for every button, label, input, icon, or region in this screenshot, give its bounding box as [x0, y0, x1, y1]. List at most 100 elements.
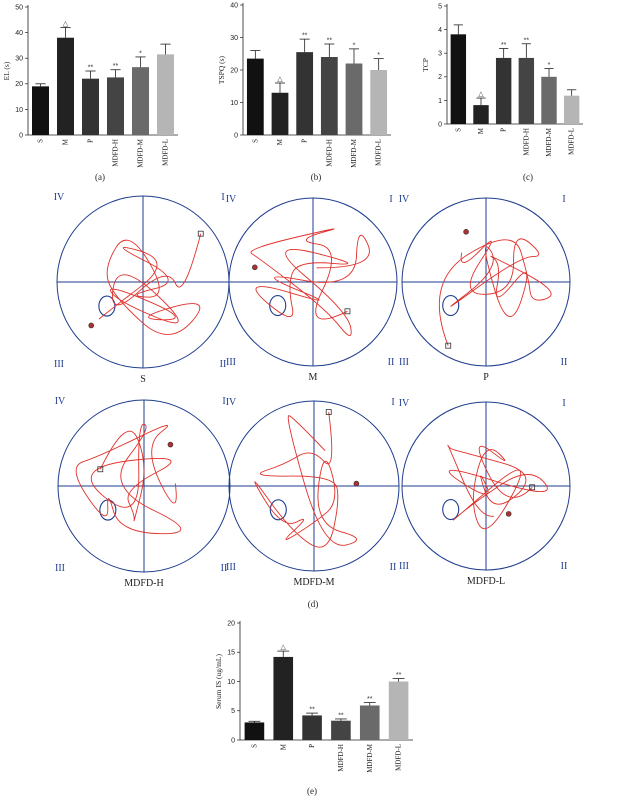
category-label: S	[454, 128, 462, 132]
end-marker	[353, 480, 360, 487]
swim-path	[447, 444, 548, 530]
end-marker	[463, 229, 469, 235]
bar	[246, 58, 264, 135]
start-marker	[197, 230, 204, 237]
significance-mark: **	[524, 37, 530, 44]
y-tick-label: 20	[15, 81, 23, 88]
category-label: S	[251, 139, 259, 143]
significance-mark: **	[113, 63, 119, 70]
maze-group-label: MDFD-H	[124, 578, 163, 589]
panel-caption: (b)	[311, 172, 322, 182]
category-label: P	[308, 744, 316, 748]
quadrant-label: I	[221, 192, 224, 203]
bar	[495, 57, 512, 124]
start-marker	[529, 484, 536, 491]
end-marker	[505, 511, 512, 517]
quadrant-label: IV	[399, 194, 410, 205]
significance-mark: △	[277, 76, 283, 83]
platform-target	[269, 499, 287, 521]
quadrant-label: II	[390, 562, 397, 573]
bar-chart-1: 0 10 20 30 40 50 EL (s) S △ M ** P ** MDFD-H * MDFD-M MD…	[2, 4, 178, 182]
start-marker	[445, 342, 452, 349]
y-tick-label: 50	[15, 4, 23, 11]
bar	[370, 70, 388, 135]
y-tick-label: 4	[438, 27, 442, 34]
maze-group-label: MDFD-L	[467, 576, 505, 587]
quadrant-label: IV	[226, 194, 237, 205]
bar	[132, 67, 149, 135]
category-label: MDFD-H	[112, 139, 120, 167]
panel-caption: (c)	[523, 172, 533, 182]
platform-target	[442, 498, 460, 521]
category-label: MDFD-H	[522, 128, 530, 156]
bar	[320, 57, 338, 135]
category-label: M	[279, 743, 287, 750]
bar	[473, 105, 489, 124]
quadrant-label: II	[221, 563, 228, 574]
bar	[32, 86, 49, 135]
bar	[244, 722, 265, 740]
category-label: P	[87, 139, 95, 143]
panel-caption: (d)	[308, 599, 319, 609]
category-label: MDFD-M	[137, 138, 145, 168]
maze-group-label: M	[309, 372, 318, 383]
y-axis-label: TSPQ (s)	[217, 55, 226, 84]
bar-chart-4: 0 5 10 15 20 Serum IS (ug/mL) S △ M ** P ** MDFD-H **…	[214, 620, 413, 796]
y-tick-label: 0	[231, 737, 235, 744]
significance-mark: **	[367, 696, 373, 703]
quadrant-label: II	[561, 357, 568, 368]
quadrant-label: I	[562, 194, 565, 205]
bar	[107, 77, 124, 135]
bar	[82, 78, 99, 135]
category-label: MDFD-M	[545, 127, 553, 157]
significance-mark: **	[396, 672, 402, 679]
platform-target	[269, 294, 287, 317]
bar	[302, 715, 322, 740]
bar	[541, 76, 557, 124]
category-label: MDFD-M	[366, 743, 374, 773]
y-tick-label: 0	[19, 132, 23, 139]
category-label: MDFD-H	[337, 744, 345, 772]
bar	[518, 57, 535, 124]
bar	[345, 63, 363, 135]
start-marker	[97, 466, 104, 473]
significance-mark: △	[281, 644, 287, 651]
quadrant-label: II	[220, 359, 227, 370]
significance-mark: **	[327, 38, 333, 45]
quadrant-label: III	[399, 357, 409, 368]
bar	[157, 54, 174, 135]
quadrant-label: I	[391, 397, 394, 408]
quadrant-label: I	[562, 398, 565, 409]
quadrant-label: IV	[54, 192, 65, 203]
category-label: MDFD-H	[325, 139, 333, 167]
start-marker	[325, 409, 332, 415]
category-label: P	[500, 128, 508, 132]
significance-mark: **	[309, 707, 315, 714]
y-tick-label: 15	[227, 650, 235, 657]
quadrant-label: IV	[55, 396, 66, 407]
category-label: M	[276, 138, 284, 145]
panel-caption: (e)	[307, 786, 317, 796]
significance-mark: **	[302, 33, 308, 40]
bar	[563, 95, 580, 124]
significance-mark: **	[338, 712, 344, 719]
quadrant-label: I	[222, 396, 225, 407]
bar-chart-3: 0 1 2 3 4 5 TCP S △ M ** P ** MDFD-H * MDFD-M MDFD-L (c)	[421, 3, 583, 182]
category-label: MDFD-L	[375, 139, 383, 166]
end-marker	[88, 322, 95, 329]
swim-path	[75, 423, 182, 535]
swim-path	[98, 233, 202, 335]
bar	[57, 37, 74, 135]
bar	[388, 681, 409, 740]
swim-path	[250, 228, 370, 336]
platform-target	[442, 294, 460, 317]
significance-mark: *	[548, 62, 551, 69]
category-label: MDFD-L	[162, 139, 170, 166]
y-axis-label: EL (s)	[2, 61, 11, 80]
significance-mark: *	[139, 50, 142, 57]
y-tick-label: 20	[227, 620, 235, 627]
y-tick-label: 30	[230, 35, 238, 42]
